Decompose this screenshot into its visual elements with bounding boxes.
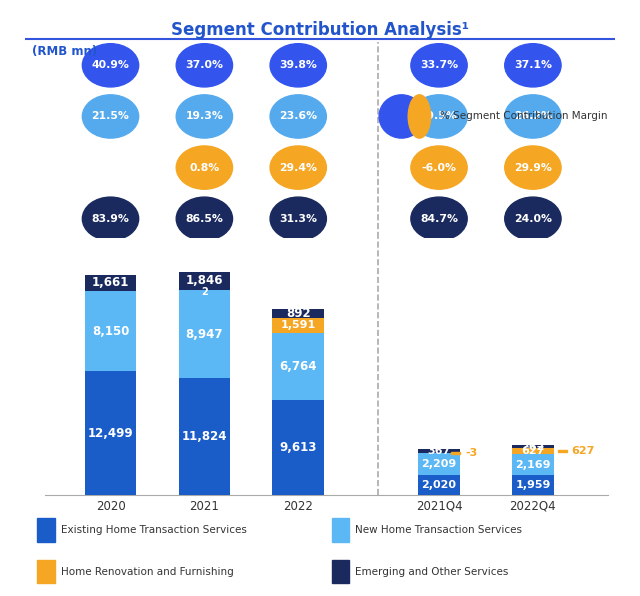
Text: New Home Transaction Services: New Home Transaction Services — [355, 525, 522, 535]
Ellipse shape — [505, 44, 561, 87]
Text: 2: 2 — [201, 287, 208, 297]
Ellipse shape — [270, 146, 326, 190]
Text: -6.0%: -6.0% — [422, 163, 456, 173]
Bar — [512, 445, 554, 448]
Bar — [84, 291, 136, 371]
Bar — [37, 519, 55, 542]
Bar — [179, 290, 230, 378]
Bar — [512, 448, 554, 454]
Bar — [37, 560, 55, 583]
Text: -3: -3 — [465, 448, 477, 458]
Ellipse shape — [505, 95, 561, 138]
Text: 39.8%: 39.8% — [279, 60, 317, 70]
Text: % Segment Contribution Margin: % Segment Contribution Margin — [440, 111, 607, 122]
Text: 8,150: 8,150 — [92, 325, 129, 338]
Bar — [273, 309, 324, 318]
Text: 21.5%: 21.5% — [92, 111, 129, 122]
Bar — [512, 454, 554, 476]
Text: 9,613: 9,613 — [280, 441, 317, 454]
Ellipse shape — [270, 197, 326, 240]
Ellipse shape — [83, 197, 139, 240]
Bar — [451, 452, 460, 454]
Ellipse shape — [83, 95, 139, 138]
Bar — [84, 275, 136, 291]
Bar — [418, 453, 460, 475]
Text: 86.5%: 86.5% — [186, 214, 223, 224]
Bar — [332, 519, 349, 542]
Text: 8,947: 8,947 — [186, 328, 223, 340]
Text: 627: 627 — [572, 446, 595, 456]
Text: 2,209: 2,209 — [421, 459, 457, 469]
Text: Emerging and Other Services: Emerging and Other Services — [355, 567, 509, 577]
Bar — [84, 371, 136, 495]
Text: 11,824: 11,824 — [182, 430, 227, 443]
Text: 37.1%: 37.1% — [514, 60, 552, 70]
Text: 892: 892 — [286, 307, 310, 319]
Text: Segment Contribution Analysis¹: Segment Contribution Analysis¹ — [171, 21, 469, 39]
Ellipse shape — [408, 95, 431, 138]
Text: 12,499: 12,499 — [88, 427, 133, 440]
Text: 37.0%: 37.0% — [186, 60, 223, 70]
Bar — [273, 333, 324, 400]
Text: 627: 627 — [521, 446, 545, 456]
Ellipse shape — [379, 95, 424, 138]
Ellipse shape — [270, 95, 326, 138]
Text: 31.3%: 31.3% — [279, 214, 317, 224]
Ellipse shape — [411, 95, 467, 138]
Text: Existing Home Transaction Services: Existing Home Transaction Services — [61, 525, 247, 535]
Text: 33.7%: 33.7% — [420, 60, 458, 70]
Text: 40.9%: 40.9% — [92, 60, 129, 70]
Text: 0.8%: 0.8% — [189, 163, 220, 173]
Bar — [332, 560, 349, 583]
Text: 6,764: 6,764 — [280, 360, 317, 373]
Text: 84.7%: 84.7% — [420, 214, 458, 224]
Text: 2,020: 2,020 — [422, 480, 456, 490]
Ellipse shape — [176, 44, 232, 87]
Text: 26.2%: 26.2% — [514, 111, 552, 122]
Bar — [179, 272, 230, 290]
Bar — [179, 378, 230, 495]
Text: Home Renovation and Furnishing: Home Renovation and Furnishing — [61, 567, 234, 577]
Text: 19.5%: 19.5% — [420, 111, 458, 122]
Bar — [273, 318, 324, 333]
Text: 2,169: 2,169 — [515, 460, 550, 470]
Text: 29.9%: 29.9% — [514, 163, 552, 173]
Ellipse shape — [176, 146, 232, 190]
Ellipse shape — [411, 197, 467, 240]
Ellipse shape — [411, 146, 467, 190]
Ellipse shape — [176, 95, 232, 138]
Ellipse shape — [505, 197, 561, 240]
Ellipse shape — [505, 146, 561, 190]
Bar — [418, 475, 460, 495]
Ellipse shape — [270, 44, 326, 87]
Bar — [273, 400, 324, 495]
Ellipse shape — [176, 197, 232, 240]
Bar — [418, 449, 460, 453]
Text: 367: 367 — [428, 446, 451, 456]
Ellipse shape — [83, 44, 139, 87]
Bar — [558, 450, 566, 452]
Text: 23.6%: 23.6% — [279, 111, 317, 122]
Text: 1,661: 1,661 — [92, 277, 129, 290]
Text: 29.4%: 29.4% — [279, 163, 317, 173]
Text: 1,959: 1,959 — [515, 480, 550, 490]
Text: (RMB mn): (RMB mn) — [32, 45, 97, 58]
Text: 1,846: 1,846 — [186, 274, 223, 287]
Text: 1,591: 1,591 — [280, 321, 316, 330]
Text: 24.0%: 24.0% — [514, 214, 552, 224]
Text: 262: 262 — [521, 442, 545, 452]
Bar — [512, 476, 554, 495]
Ellipse shape — [411, 44, 467, 87]
Text: 19.3%: 19.3% — [186, 111, 223, 122]
Text: 83.9%: 83.9% — [92, 214, 129, 224]
